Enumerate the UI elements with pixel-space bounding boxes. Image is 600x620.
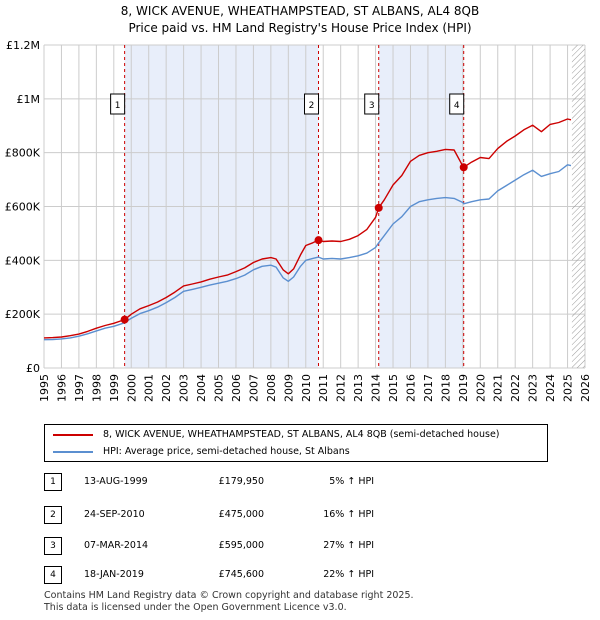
x-tick-label: 1995 bbox=[38, 374, 51, 402]
chart-subtitle: Price paid vs. HM Land Registry's House … bbox=[128, 21, 472, 35]
legend-property-label: 8, WICK AVENUE, WHEATHAMPSTEAD, ST ALBAN… bbox=[103, 429, 500, 440]
transaction-number: 4 bbox=[44, 566, 62, 584]
transaction-number: 2 bbox=[44, 506, 62, 524]
legend-hpi-label: HPI: Average price, semi-detached house,… bbox=[103, 446, 350, 457]
transaction-date: 07-MAR-2014 bbox=[84, 540, 149, 551]
y-tick-label: £1M bbox=[17, 93, 41, 106]
x-tick-label: 2004 bbox=[195, 374, 208, 402]
legend-item-hpi: HPI: Average price, semi-detached house,… bbox=[53, 444, 350, 460]
chart-title: 8, WICK AVENUE, WHEATHAMPSTEAD, ST ALBAN… bbox=[120, 4, 480, 18]
x-tick-label: 2021 bbox=[492, 374, 505, 402]
legend-item-property: 8, WICK AVENUE, WHEATHAMPSTEAD, ST ALBAN… bbox=[53, 427, 500, 443]
x-tick-label: 2023 bbox=[527, 374, 540, 402]
x-tick-label: 2008 bbox=[265, 374, 278, 402]
x-tick-label: 2011 bbox=[317, 374, 330, 402]
x-tick-label: 2015 bbox=[387, 374, 400, 402]
x-tick-label: 1998 bbox=[90, 374, 103, 402]
transaction-hpi: 16% ↑ HPI bbox=[323, 509, 374, 520]
price-chart: 1 2 3 4 £0 £200K £400K £600K £800K £1M £1.2M 1995 1… bbox=[5, 39, 592, 402]
y-tick-label: £200K bbox=[5, 308, 41, 321]
legend: 8, WICK AVENUE, WHEATHAMPSTEAD, ST ALBAN… bbox=[44, 424, 548, 462]
x-tick-label: 2002 bbox=[160, 374, 173, 402]
sale-label-number: 4 bbox=[454, 101, 460, 111]
x-tick-label: 2013 bbox=[352, 374, 365, 402]
x-tick-label: 2006 bbox=[230, 374, 243, 402]
x-tick-label: 2022 bbox=[509, 374, 522, 402]
transaction-number: 1 bbox=[44, 473, 62, 491]
x-tick-label: 2014 bbox=[370, 374, 383, 402]
sale-marker bbox=[374, 203, 383, 212]
transaction-price: £475,000 bbox=[218, 509, 264, 520]
x-tick-label: 2016 bbox=[404, 374, 417, 402]
x-tick-label: 2010 bbox=[300, 374, 313, 402]
x-tick-label: 2009 bbox=[282, 374, 295, 402]
sale-label-number: 1 bbox=[115, 101, 121, 111]
transaction-date: 18-JAN-2019 bbox=[84, 569, 144, 580]
hpi-line bbox=[43, 164, 572, 341]
y-tick-label: £600K bbox=[5, 201, 41, 214]
x-tick-label: 2003 bbox=[178, 374, 191, 402]
x-tick-label: 2019 bbox=[457, 374, 470, 402]
x-tick-label: 2025 bbox=[562, 374, 575, 402]
legend-property-line bbox=[53, 433, 93, 436]
legend-hpi-line bbox=[53, 450, 93, 453]
sale-label-number: 3 bbox=[369, 101, 375, 111]
transaction-hpi: 27% ↑ HPI bbox=[323, 540, 374, 551]
transaction-hpi: 22% ↑ HPI bbox=[323, 569, 374, 580]
x-tick-label: 2026 bbox=[579, 374, 592, 402]
y-tick-label: £1.2M bbox=[6, 39, 40, 52]
transaction-price: £745,600 bbox=[218, 569, 264, 580]
sale-label-box bbox=[449, 93, 465, 115]
x-tick-label: 2020 bbox=[474, 374, 487, 402]
y-tick-label: £400K bbox=[5, 254, 41, 267]
x-tick-label: 2001 bbox=[143, 374, 156, 402]
y-tick-label: £0 bbox=[26, 362, 40, 375]
footer-copyright: Contains HM Land Registry data © Crown c… bbox=[44, 590, 414, 601]
x-tick-label: 2000 bbox=[125, 374, 138, 402]
x-tick-label: 2024 bbox=[544, 374, 557, 402]
transaction-hpi: 5% ↑ HPI bbox=[329, 476, 374, 487]
transaction-number: 3 bbox=[44, 537, 62, 555]
x-tick-label: 1996 bbox=[55, 374, 68, 402]
transaction-price: £595,000 bbox=[218, 540, 264, 551]
transaction-date: 24-SEP-2010 bbox=[84, 509, 145, 520]
x-tick-label: 2005 bbox=[213, 374, 226, 402]
transaction-date: 13-AUG-1999 bbox=[84, 476, 148, 487]
sale-marker bbox=[120, 315, 129, 324]
x-tick-label: 1999 bbox=[108, 374, 121, 402]
transaction-price: £179,950 bbox=[218, 476, 264, 487]
y-tick-label: £800K bbox=[5, 147, 41, 160]
future-hatch bbox=[571, 45, 585, 368]
property-price-line bbox=[43, 118, 572, 339]
sale-label-number: 2 bbox=[309, 101, 315, 111]
x-tick-label: 2017 bbox=[422, 374, 435, 402]
x-tick-label: 1997 bbox=[73, 374, 86, 402]
sale-label-box bbox=[364, 93, 380, 115]
sale-label-box bbox=[110, 93, 126, 115]
sale-label-box bbox=[304, 93, 320, 115]
footer-licence: This data is licensed under the Open Gov… bbox=[44, 602, 347, 613]
sale-marker bbox=[314, 236, 323, 245]
sale-marker bbox=[459, 163, 468, 172]
x-tick-label: 2018 bbox=[439, 374, 452, 402]
x-tick-label: 2012 bbox=[335, 374, 348, 402]
x-tick-label: 2007 bbox=[247, 374, 260, 402]
